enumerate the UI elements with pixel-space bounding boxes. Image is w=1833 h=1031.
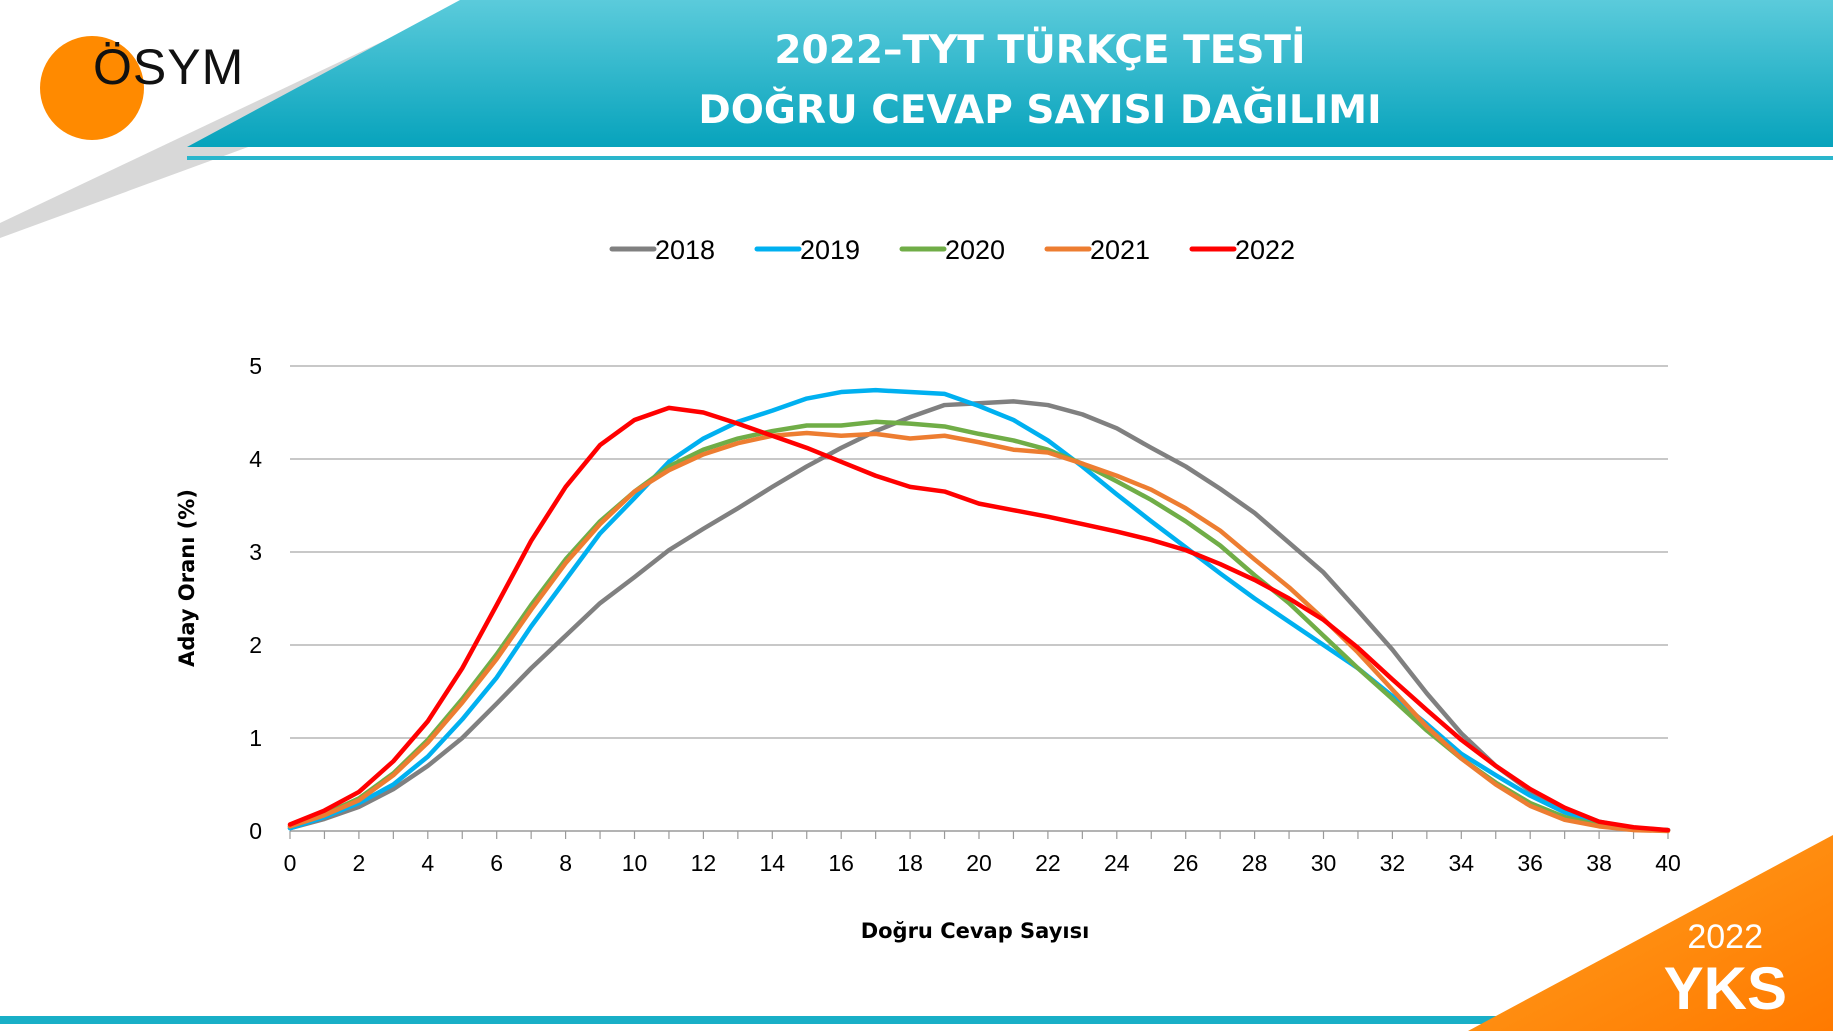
x-tick-label: 22 — [1035, 850, 1061, 876]
legend-label-2022: 2022 — [1235, 235, 1295, 265]
badge-year: 2022 — [1687, 918, 1763, 956]
x-tick-label: 24 — [1104, 850, 1130, 876]
y-tick-label: 5 — [249, 353, 262, 379]
x-tick-label: 28 — [1242, 850, 1268, 876]
header-rule — [187, 156, 1833, 160]
legend-label-2021: 2021 — [1090, 235, 1150, 265]
footer-rule — [0, 1016, 1833, 1024]
x-tick-label: 8 — [559, 850, 572, 876]
series-line-2021 — [287, 430, 1671, 834]
x-tick-label: 0 — [284, 850, 297, 876]
x-tick-label: 26 — [1173, 850, 1199, 876]
y-axis-ticks: 0 1 2 3 4 5 — [249, 353, 262, 844]
x-tick-label: 16 — [828, 850, 854, 876]
logo-wordmark: ÖSYM — [93, 39, 245, 95]
page-title-line2: DOĞRU CEVAP SAYISI DAĞILIMI — [698, 88, 1382, 133]
header-band — [187, 0, 1833, 147]
x-tick-label: 40 — [1655, 850, 1681, 876]
legend-label-2019: 2019 — [800, 235, 860, 265]
series-line-2020 — [287, 419, 1671, 833]
y-axis-title: Aday Oranı (%) — [175, 489, 199, 667]
x-tick-label: 36 — [1517, 850, 1543, 876]
x-tick-label: 20 — [966, 850, 992, 876]
y-tick-label: 0 — [249, 818, 262, 844]
badge-label: YKS — [1663, 955, 1787, 1022]
x-tick-label: 14 — [760, 850, 786, 876]
x-tick-label: 10 — [622, 850, 648, 876]
chart-series — [287, 387, 1671, 834]
legend-label-2020: 2020 — [945, 235, 1005, 265]
x-tick-label: 38 — [1586, 850, 1612, 876]
chart-gridlines — [289, 365, 1669, 839]
x-tick-label: 34 — [1449, 850, 1475, 876]
orange-corner — [1468, 835, 1833, 1031]
x-tick-label: 12 — [691, 850, 717, 876]
page-title-line1: 2022–TYT TÜRKÇE TESTİ — [774, 28, 1306, 73]
y-tick-label: 3 — [249, 539, 262, 565]
series-line-2022 — [287, 405, 1671, 833]
x-tick-label: 4 — [421, 850, 434, 876]
chart-legend: 2018 2019 2020 2021 2022 — [609, 235, 1295, 265]
x-axis-ticks: 0 2 4 6 8 10 12 14 16 18 20 22 24 26 28 30 32 34 36 38 40 — [284, 850, 1681, 876]
x-tick-label: 2 — [353, 850, 366, 876]
y-tick-label: 1 — [249, 725, 262, 751]
x-tick-label: 18 — [897, 850, 923, 876]
series-line-2019 — [287, 387, 1671, 833]
logo-circle — [40, 36, 144, 140]
y-tick-label: 2 — [249, 632, 262, 658]
x-tick-label: 6 — [490, 850, 503, 876]
x-tick-label: 32 — [1380, 850, 1406, 876]
x-tick-label: 30 — [1311, 850, 1337, 876]
x-axis-title: Doğru Cevap Sayısı — [861, 919, 1090, 943]
series-line-2018 — [287, 399, 1671, 833]
y-tick-label: 4 — [249, 446, 262, 472]
legend-label-2018: 2018 — [655, 235, 715, 265]
